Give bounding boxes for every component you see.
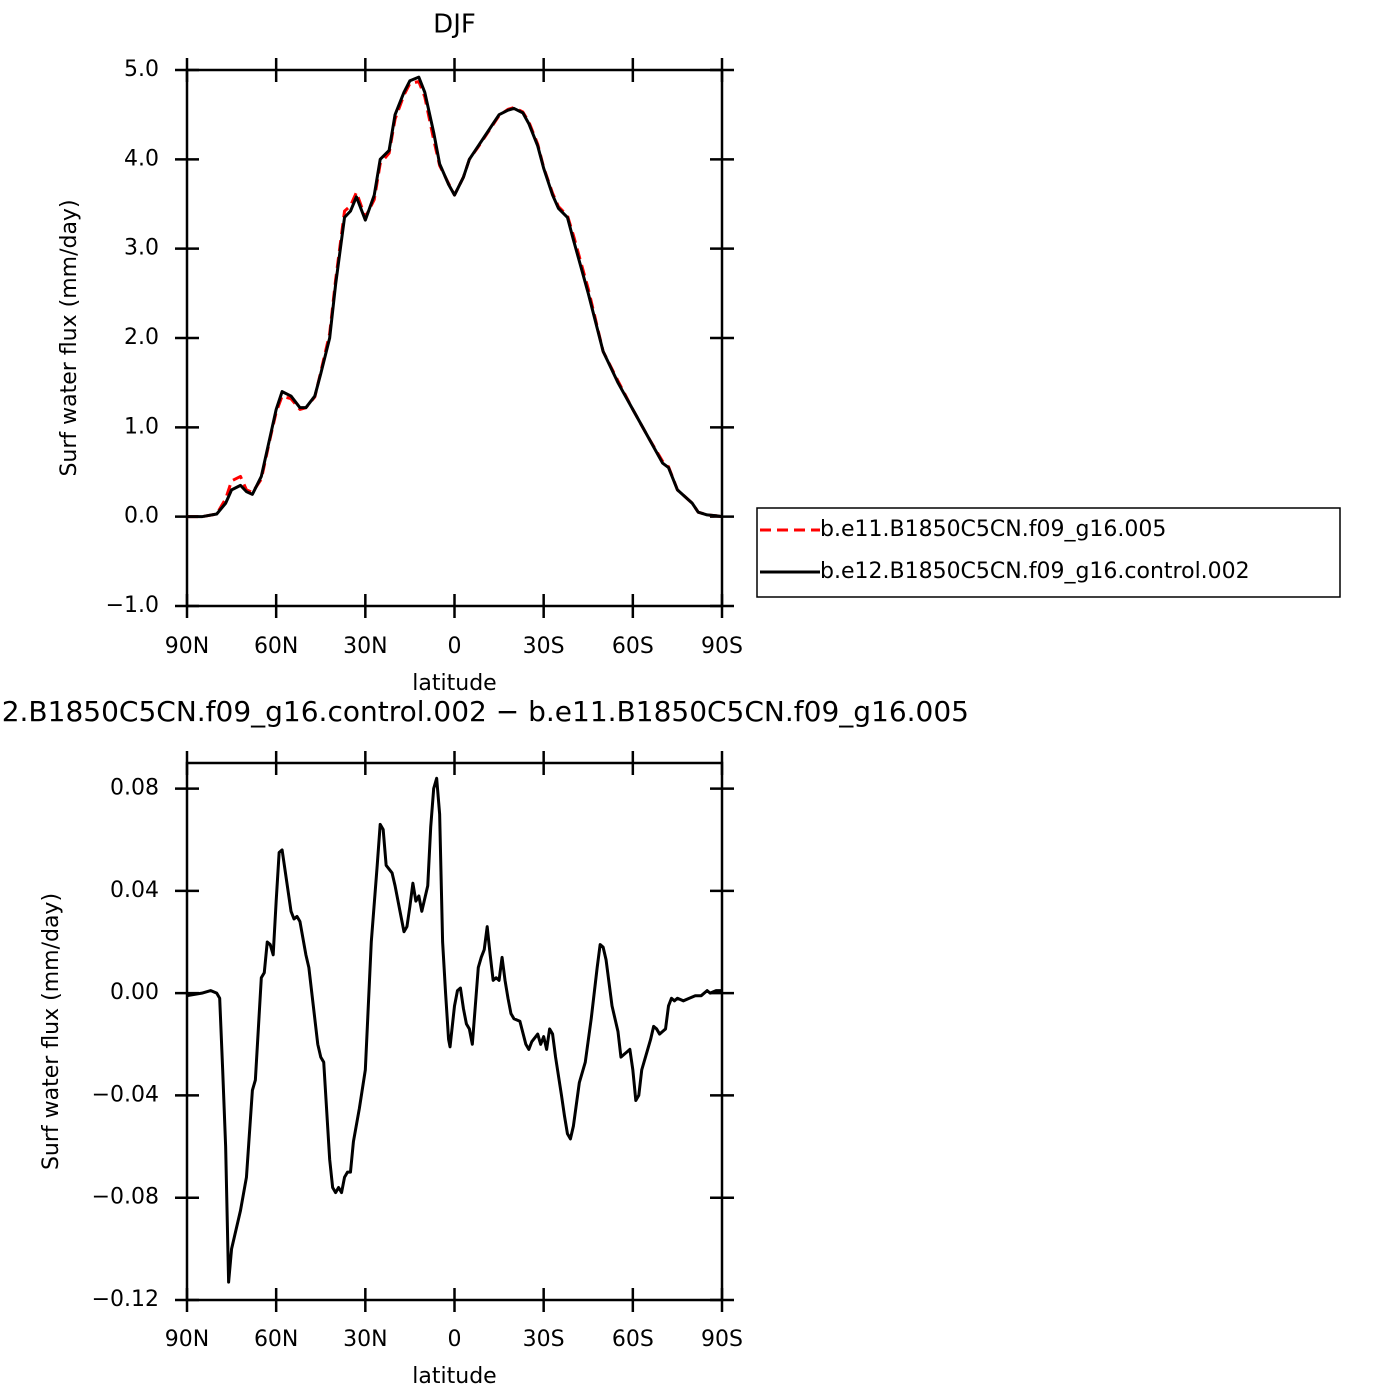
y-tick-label: 0.0 [124, 504, 159, 529]
x-tick-label: 90N [165, 1327, 209, 1352]
y-tick-label: −0.12 [92, 1287, 159, 1312]
x-tick-label: 60S [612, 634, 654, 659]
y-tick-label: −1.0 [106, 593, 159, 618]
x-tick-label: 30N [343, 1327, 387, 1352]
y-tick-label: 0.04 [110, 878, 159, 903]
chart-title: DJF [433, 10, 476, 40]
x-tick-label: 0 [448, 1327, 462, 1352]
chart-title: b.e12.B1850C5CN.f09_g16.control.002 − b.… [0, 695, 969, 728]
y-tick-label: 4.0 [124, 146, 159, 171]
y-tick-label: 1.0 [124, 414, 159, 439]
x-tick-label: 90S [701, 634, 743, 659]
legend-label: b.e11.B1850C5CN.f09_g16.005 [820, 517, 1166, 542]
y-axis-label: Surf water flux (mm/day) [57, 199, 82, 476]
y-tick-label: 0.08 [110, 776, 159, 801]
x-tick-label: 30S [523, 634, 565, 659]
y-tick-label: −0.08 [92, 1185, 159, 1210]
x-tick-label: 30S [523, 1327, 565, 1352]
plot-frame [185, 761, 724, 1302]
x-axis-label: latitude [412, 671, 496, 696]
data-line [187, 75, 723, 519]
x-tick-label: 90N [165, 634, 209, 659]
x-tick-label: 60N [254, 634, 298, 659]
x-tick-label: 90S [701, 1327, 743, 1352]
x-tick-label: 60N [254, 1327, 298, 1352]
plot-frame [185, 68, 724, 608]
legend-box [756, 507, 1341, 598]
x-tick-label: 60S [612, 1327, 654, 1352]
y-tick-label: 3.0 [124, 236, 159, 261]
y-tick-label: −0.04 [92, 1082, 159, 1107]
legend-label: b.e12.B1850C5CN.f09_g16.control.002 [820, 559, 1250, 584]
x-tick-label: 30N [343, 634, 387, 659]
y-tick-label: 2.0 [124, 325, 159, 350]
x-axis-label: latitude [412, 1364, 496, 1389]
y-tick-label: 0.00 [110, 980, 159, 1005]
data-line [186, 776, 722, 1284]
y-axis-label: Surf water flux (mm/day) [39, 893, 64, 1170]
x-tick-label: 0 [448, 634, 462, 659]
y-tick-label: 5.0 [124, 57, 159, 82]
